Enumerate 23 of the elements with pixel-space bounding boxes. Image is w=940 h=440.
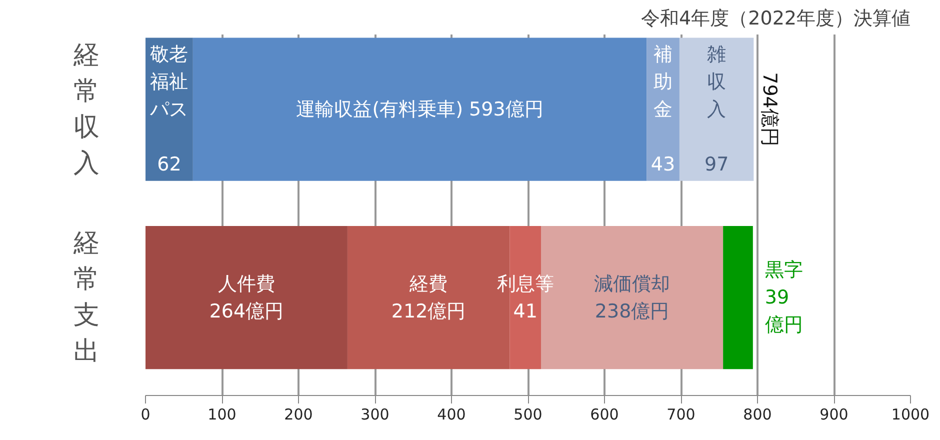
total-label: 794億円 <box>758 72 781 146</box>
x-tick-label: 800 <box>743 406 772 424</box>
x-tick-label: 100 <box>208 406 236 424</box>
x-tick-label: 200 <box>284 406 313 424</box>
text: 敬老福祉パス 62 <box>150 43 188 176</box>
x-tick-label: 0 <box>140 406 150 424</box>
x-tick-label: 700 <box>666 406 696 424</box>
data-label: 黒字 39 億円 <box>764 259 803 336</box>
x-tick-label: 600 <box>590 406 619 424</box>
text: 雑収入 97 <box>704 43 729 176</box>
data-label: 人件費 264億円 <box>209 272 284 322</box>
x-tick-label: 400 <box>437 406 466 424</box>
y-tick-label: 経常収入 <box>72 40 100 178</box>
x-tick-label: 300 <box>360 406 390 424</box>
x-tick-label: 900 <box>820 406 848 424</box>
y-tick-label: 経常支出 <box>72 228 100 367</box>
data-label: 減価償却 238億円 <box>594 272 670 322</box>
text: 補助金 43 <box>650 43 676 176</box>
data-label: 経費 212億円 <box>391 272 466 322</box>
x-tick-label: 1000 <box>891 406 930 424</box>
data-label: 運輸収益(有料乗車) 593億円 <box>296 98 544 120</box>
chart-title: 令和4年度（2022年度）決算値 <box>641 8 911 30</box>
x-tick-label: 500 <box>514 406 542 424</box>
